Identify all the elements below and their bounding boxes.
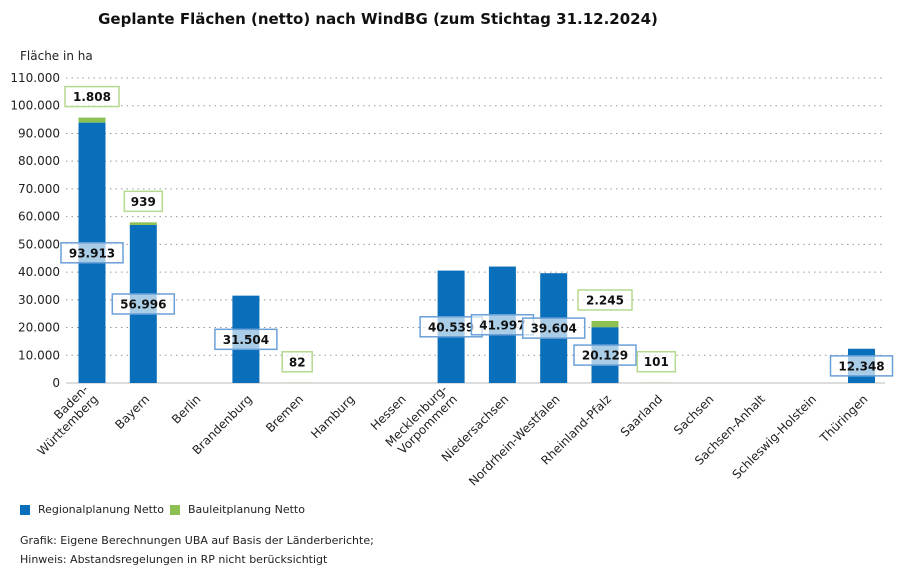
y-tick-label: 40.000 — [18, 265, 60, 279]
footer-source: Grafik: Eigene Berechnungen UBA auf Basi… — [20, 534, 374, 547]
x-tick-label: Bremen — [263, 392, 306, 435]
data-label-bauleitplanung: 939 — [131, 195, 156, 209]
x-tick-label: Saarland — [618, 392, 665, 439]
bar-chart: Geplante Flächen (netto) nach WindBG (zu… — [10, 10, 894, 489]
x-tick-label: Baden-Württemberg — [25, 382, 101, 458]
data-label-regionalplanung: 31.504 — [223, 333, 269, 347]
bar-bauleitplanung — [78, 117, 106, 123]
x-tick-label: Hamburg — [308, 392, 357, 441]
y-tick-label: 20.000 — [18, 321, 60, 335]
data-label-regionalplanung-box — [111, 293, 176, 315]
legend-label: Regionalplanung Netto — [38, 503, 164, 516]
y-tick-label: 100.000 — [10, 99, 60, 113]
y-tick-label: 90.000 — [18, 126, 60, 140]
x-tick-label: Berlin — [169, 392, 204, 427]
x-tick-label: Thüringen — [817, 392, 871, 446]
bar-bauleitplanung — [591, 320, 619, 328]
x-tick-label: Schleswig-Holstein — [729, 392, 819, 482]
legend-item-regionalplanung: Regionalplanung Netto — [20, 503, 164, 516]
x-tick-label: Sachsen — [671, 392, 717, 438]
data-label-regionalplanung: 93.913 — [69, 246, 115, 260]
data-label-bauleitplanung-box — [577, 289, 633, 311]
y-tick-label: 80.000 — [18, 154, 60, 168]
data-label-regionalplanung-box — [60, 242, 124, 264]
legend-item-bauleitplanung: Bauleitplanung Netto — [170, 503, 305, 516]
data-label-regionalplanung-box — [829, 355, 894, 377]
x-tick-label: Bayern — [112, 392, 152, 432]
y-tick-label: 50.000 — [18, 237, 60, 251]
bar-bauleitplanung — [129, 222, 157, 225]
data-label-regionalplanung-box — [214, 328, 278, 351]
y-tick-label: 0 — [52, 376, 60, 390]
data-label-regionalplanung: 41.997 — [479, 318, 525, 332]
data-label-regionalplanung: 40.539 — [428, 320, 474, 334]
y-tick-label: 110.000 — [10, 71, 60, 85]
legend-swatch — [170, 504, 180, 515]
data-label-regionalplanung: 39.604 — [531, 322, 577, 336]
data-label-regionalplanung-box — [521, 317, 586, 339]
y-tick-label: 70.000 — [18, 182, 60, 196]
data-label-bauleitplanung-box — [281, 351, 313, 373]
y-tick-label: 10.000 — [18, 348, 60, 362]
y-tick-label: 60.000 — [18, 210, 60, 224]
footer-note: Hinweis: Abstandsregelungen in RP nicht … — [20, 553, 328, 566]
data-label-regionalplanung: 12.348 — [838, 359, 884, 373]
y-axis-label: Fläche in ha — [20, 49, 93, 63]
data-label-bauleitplanung: 82 — [289, 355, 306, 369]
data-label-bauleitplanung: 1.808 — [73, 90, 111, 104]
data-label-bauleitplanung: 2.245 — [586, 293, 624, 307]
x-tick-label: Nordrhein-Westfalen — [466, 392, 563, 489]
legend-swatch — [20, 504, 30, 515]
data-label-regionalplanung-box — [573, 344, 637, 366]
data-label-bauleitplanung-box — [123, 190, 164, 213]
data-label-bauleitplanung-box — [64, 85, 120, 108]
data-label-bauleitplanung-box — [636, 350, 677, 373]
chart-title: Geplante Flächen (netto) nach WindBG (zu… — [98, 10, 658, 28]
y-tick-label: 30.000 — [18, 293, 60, 307]
data-label-bauleitplanung: 101 — [644, 355, 669, 369]
data-label-regionalplanung: 56.996 — [120, 297, 166, 311]
data-label-regionalplanung: 20.129 — [582, 349, 628, 363]
legend-label: Bauleitplanung Netto — [188, 503, 305, 516]
